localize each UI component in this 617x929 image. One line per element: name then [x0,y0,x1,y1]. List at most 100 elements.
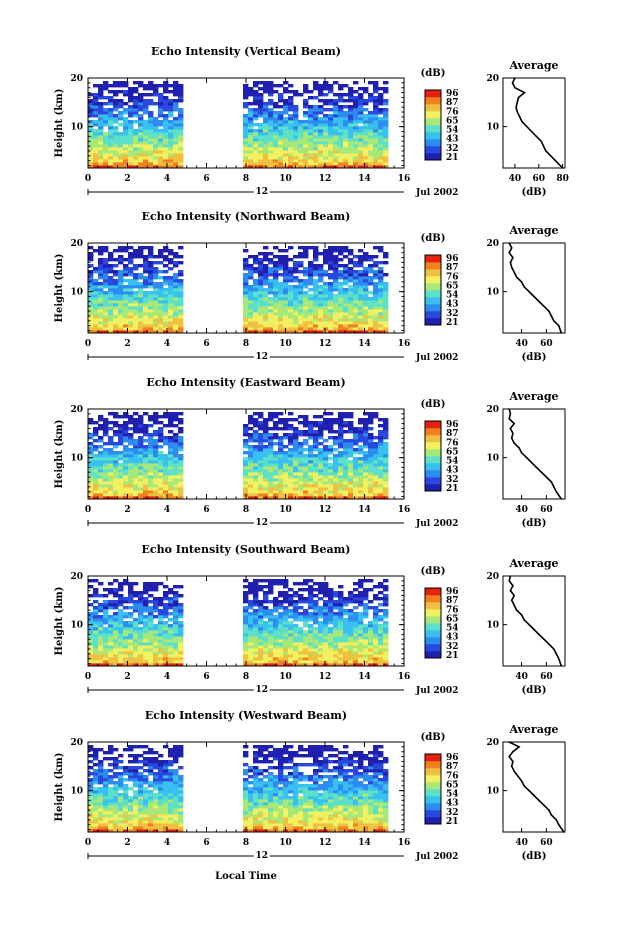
heatmap-cell [368,150,374,154]
heatmap-cell [323,144,329,148]
heatmap-cell [358,630,364,634]
heatmap-cell [168,442,174,446]
heatmap-cell [338,421,344,425]
heatmap-cell [268,618,274,622]
heatmap-cell [378,141,384,145]
heatmap-cell [293,466,299,470]
heatmap-cell [173,627,179,631]
heatmap-cell [253,138,259,142]
heatmap-cell [313,421,319,425]
heatmap-cell [383,481,389,485]
heatmap-cell [343,309,349,313]
heatmap-cell [148,648,154,652]
heatmap-cell [378,330,384,334]
heatmap-cell [378,663,384,667]
heatmap-cell [263,150,269,154]
heatmap-cell [248,648,254,652]
heatmap-cell [138,639,144,643]
panel-title: Echo Intensity (Eastward Beam) [146,376,345,389]
heatmap-cell [258,111,264,115]
heatmap-cell [383,639,389,643]
heatmap-cell [173,606,179,610]
heatmap-cell [273,129,279,133]
heatmap-cell [348,135,354,139]
heatmap-cell [163,300,169,304]
heatmap-cell [353,96,359,100]
heatmap-cell [353,144,359,148]
heatmap-cell [148,153,154,157]
heatmap-cell [243,288,249,292]
heatmap-cell [258,448,264,452]
heatmap-cell [148,306,154,310]
heatmap-cell [278,427,284,431]
heatmap-cell [278,300,284,304]
heatmap-cell [358,330,364,334]
heatmap-cell [113,273,119,277]
heatmap-cell [93,654,99,658]
heatmap-cell [88,663,94,667]
heatmap-cell [338,264,344,268]
heatmap-cell [243,294,249,298]
heatmap-cell [358,451,364,455]
heatmap-cell [113,642,119,646]
heatmap-cell [383,451,389,455]
heatmap-cell [133,484,139,488]
heatmap-cell [168,120,174,124]
heatmap-cell [308,663,314,667]
heatmap-cell [278,445,284,449]
heatmap-cell [133,463,139,467]
heatmap-cell [278,436,284,440]
heatmap-cell [163,648,169,652]
heatmap-cell [133,490,139,494]
heatmap-cell [373,493,379,497]
heatmap-cell [368,466,374,470]
heatmap-cell [123,624,129,628]
heatmap-cell [363,460,369,464]
heatmap-cell [328,466,334,470]
heatmap-cell [343,315,349,319]
heatmap-cell [258,285,264,289]
heatmap-cell [173,264,179,268]
heatmap-cell [373,633,379,637]
heatmap-cell [378,636,384,640]
heatmap-cell [298,288,304,292]
heatmap-cell [303,460,309,464]
profile-x-tick-label: 80 [556,174,569,184]
heatmap-cell [373,285,379,289]
heatmap-cell [338,282,344,286]
heatmap-cell [143,636,149,640]
heatmap-cell [113,466,119,470]
heatmap-cell [303,475,309,479]
heatmap-cell [128,156,134,160]
heatmap-cell [178,478,184,482]
heatmap-cell [103,493,109,497]
heatmap-cell [383,615,389,619]
heatmap-cell [383,460,389,464]
heatmap-cell [298,162,304,166]
heatmap-cell [353,165,359,169]
heatmap-cell [98,654,104,658]
heatmap-cell [348,300,354,304]
heatmap-cell [268,111,274,115]
heatmap-cell [243,84,249,88]
heatmap-cell [383,463,389,467]
heatmap-cell [348,132,354,136]
heatmap-cell [368,627,374,631]
heatmap-cell [303,457,309,461]
heatmap-cell [158,630,164,634]
heatmap-cell [318,321,324,325]
heatmap-cell [358,132,364,136]
heatmap-cell [163,249,169,253]
heatmap-cell [88,129,94,133]
heatmap-cell [263,436,269,440]
heatmap-cell [88,159,94,163]
heatmap-cell [383,303,389,307]
heatmap-cell [308,288,314,292]
heatmap-cell [248,466,254,470]
heatmap-cell [103,102,109,106]
heatmap-cell [348,138,354,142]
heatmap-cell [328,412,334,416]
heatmap-cell [378,312,384,316]
heatmap-cell [378,654,384,658]
heatmap-cell [338,105,344,109]
